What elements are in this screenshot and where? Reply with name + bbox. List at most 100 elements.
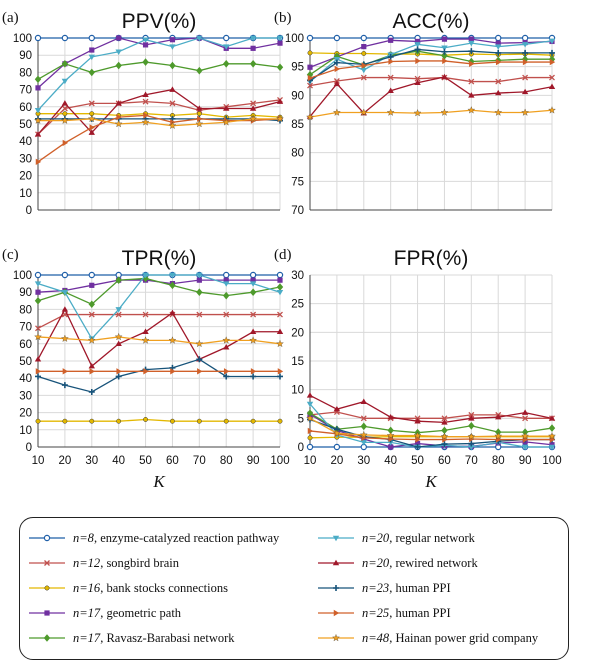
panel-label: (d) (274, 247, 292, 263)
data-point (196, 288, 203, 296)
legend-n: n=16 (73, 580, 101, 595)
data-point (88, 54, 95, 61)
series-9 (34, 332, 284, 348)
data-point (61, 100, 69, 106)
data-point (89, 124, 95, 131)
legend-n: n=17 (73, 630, 101, 645)
data-point (250, 373, 257, 380)
data-point (169, 309, 176, 316)
x-tick-label: 20 (330, 455, 343, 467)
data-point (250, 311, 257, 318)
data-point (249, 35, 257, 42)
series-line (37, 61, 281, 80)
data-point (549, 442, 555, 448)
legend-marker (333, 585, 339, 591)
data-point (115, 373, 122, 380)
data-point (116, 113, 122, 121)
legend-description: , songbird brain (100, 555, 179, 570)
data-point (114, 119, 123, 128)
x-tick-label: 40 (112, 455, 125, 467)
data-point (441, 51, 448, 60)
data-point (441, 415, 448, 422)
data-point (468, 415, 475, 421)
y-tick-label: 5 (298, 413, 304, 425)
data-point (333, 443, 341, 451)
series-5 (34, 272, 284, 342)
data-point (359, 108, 368, 116)
data-point (116, 368, 122, 375)
y-tick-label: 0 (26, 442, 32, 454)
series-line (309, 60, 552, 79)
series-5 (34, 35, 284, 114)
y-tick-label: 80 (291, 148, 304, 160)
data-point (521, 34, 529, 42)
legend-swatch (318, 559, 354, 566)
data-point (223, 291, 230, 300)
data-point (196, 418, 202, 424)
data-point (468, 444, 475, 451)
legend-description: , regular network (389, 530, 475, 545)
data-point (249, 281, 257, 287)
y-tick-label: 20 (19, 171, 32, 183)
series-1 (307, 74, 555, 89)
series-line (37, 37, 281, 89)
data-point (249, 60, 257, 68)
data-point (276, 98, 284, 104)
data-point (495, 58, 502, 66)
legend-swatch (318, 609, 354, 617)
data-point (386, 431, 395, 439)
data-point (143, 368, 149, 375)
data-point (61, 382, 68, 389)
x-tick-label: 10 (304, 455, 317, 467)
legend-description: , human PPI (389, 605, 451, 620)
data-point (333, 405, 341, 412)
series-2 (35, 417, 283, 424)
data-point (61, 306, 69, 312)
series-7 (35, 356, 283, 395)
data-point (169, 418, 175, 424)
data-point (61, 34, 69, 42)
legend-entry: n=20, regular network (316, 528, 475, 548)
legend-entry: n=8, enzyme-catalyzed reaction pathway (27, 528, 279, 548)
data-point (469, 60, 475, 67)
x-tick-label: 90 (247, 455, 260, 467)
data-point (306, 34, 314, 42)
data-point (521, 42, 529, 48)
panel-title: FPR(%) (394, 247, 469, 270)
legend-swatch (318, 633, 354, 642)
data-point (223, 368, 230, 375)
y-tick-label: 100 (285, 33, 304, 45)
data-point (249, 328, 257, 334)
data-point (360, 415, 367, 422)
data-point (306, 409, 314, 417)
y-tick-label: 20 (291, 327, 304, 339)
data-point (548, 83, 556, 89)
data-point (441, 48, 448, 55)
data-point (34, 108, 42, 114)
data-point (333, 108, 341, 116)
data-point (306, 401, 314, 408)
legend-marker (44, 610, 50, 616)
x-tick-label: 50 (139, 455, 152, 467)
x-tick-label: 70 (465, 455, 478, 467)
series-line (309, 394, 553, 424)
legend-entry: n=17, geometric path (27, 603, 181, 623)
series-4 (306, 47, 556, 79)
data-point (34, 131, 42, 137)
data-point (115, 307, 122, 313)
data-point (249, 105, 257, 111)
x-tick-label: 100 (542, 455, 561, 467)
series-6 (34, 306, 284, 369)
panel-fpr: 0 5 10 15 20 25 30 10 20 30 40 50 60 70 80 90 100 FPR(%) (… (274, 247, 562, 491)
series-6 (34, 86, 284, 137)
y-tick-label: 15 (291, 356, 304, 368)
legend-swatch (29, 610, 65, 616)
data-point (34, 297, 42, 305)
series-line (37, 307, 280, 368)
data-point (250, 368, 257, 375)
data-point (413, 109, 422, 117)
y-tick-label: 40 (19, 373, 32, 385)
data-point (441, 426, 448, 435)
data-point (196, 272, 203, 279)
data-point (277, 368, 284, 375)
